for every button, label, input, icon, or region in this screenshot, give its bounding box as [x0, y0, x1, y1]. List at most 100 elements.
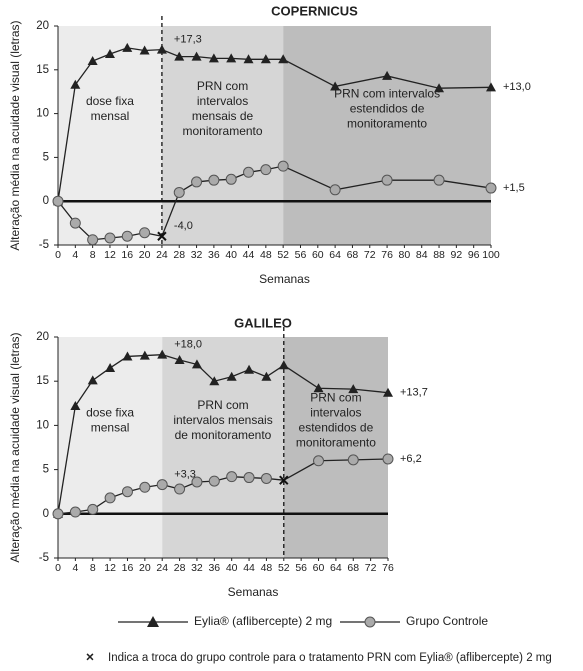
phase-label: intervalos mensais [173, 413, 272, 427]
point [139, 481, 151, 493]
x-axis-title: Semanas [228, 585, 279, 599]
phase-label: de monitoramento [175, 428, 272, 442]
point [226, 371, 237, 381]
point [70, 400, 81, 410]
x-tick-label: 16 [121, 249, 133, 261]
point [52, 508, 64, 520]
legend-marker [147, 616, 159, 627]
x-tick-label: 60 [313, 562, 325, 574]
phase-label: PRN com [197, 398, 248, 412]
phase-region [162, 337, 284, 558]
x-tick-label: 80 [399, 249, 411, 261]
footnote-symbol: × [86, 649, 94, 665]
x-tick-label: 56 [295, 249, 307, 261]
point [260, 472, 272, 484]
annotation: -4,0 [174, 220, 193, 232]
point [174, 483, 186, 495]
phase-region [283, 26, 491, 245]
point [191, 359, 202, 369]
point [260, 164, 272, 176]
point [225, 173, 237, 185]
y-tick-label: 20 [36, 331, 49, 343]
x-tick-label: 84 [416, 249, 428, 261]
x-tick-label: 20 [139, 249, 151, 261]
x-tick-label: 8 [90, 562, 96, 574]
x-tick-label: 68 [347, 249, 359, 261]
point [139, 45, 150, 55]
y-tick-label: 5 [43, 464, 49, 476]
point [382, 453, 394, 465]
x-tick-label: 24 [156, 249, 168, 261]
point [348, 384, 359, 394]
phase-label: monitoramento [183, 124, 263, 138]
legend: Eylia® (aflibercepte) 2 mg Grupo Control… [118, 614, 488, 628]
x-tick-label: 88 [433, 249, 445, 261]
y-tick-label: 0 [43, 195, 49, 207]
x-tick-label: 24 [156, 562, 168, 574]
point [208, 53, 219, 63]
x-tick-label: 56 [295, 562, 307, 574]
switch-marker [157, 231, 167, 241]
x-tick-label: 72 [365, 562, 377, 574]
point [243, 54, 254, 64]
point [434, 83, 445, 93]
point [104, 49, 115, 59]
legend-label: Grupo Controle [406, 614, 488, 628]
phase-label: dose fixa [86, 406, 134, 420]
x-tick-label: 32 [191, 562, 203, 574]
point [87, 375, 98, 385]
point [122, 42, 133, 52]
annotation: +1,5 [503, 182, 525, 194]
x-tick-label: 60 [312, 249, 324, 261]
y-tick-label: 15 [36, 375, 49, 387]
point [87, 234, 99, 246]
point [173, 186, 185, 198]
point [69, 506, 81, 518]
point [139, 227, 151, 239]
x-tick-label: 92 [451, 249, 463, 261]
x-tick-label: 0 [55, 249, 61, 261]
x-tick-label: 8 [90, 249, 96, 261]
point [226, 471, 238, 483]
x-tick-label: 36 [208, 562, 220, 574]
annotation: +6,2 [400, 453, 422, 465]
x-tick-label: 4 [72, 249, 78, 261]
point [261, 371, 272, 381]
point [122, 351, 133, 361]
point [87, 503, 99, 515]
x-tick-label: 52 [277, 249, 289, 261]
x-tick-label: 48 [260, 249, 272, 261]
legend-label: Eylia® (aflibercepte) 2 mg [194, 614, 332, 628]
annotation: +3,3 [174, 469, 196, 481]
y-axis-title: Alteração média na acuidade visual (letr… [8, 332, 22, 562]
switch-marker [279, 475, 289, 485]
point [277, 160, 289, 172]
phase-label: intervalos [310, 406, 361, 420]
x-tick-label: 36 [208, 249, 220, 261]
point [156, 44, 167, 54]
phase-label: monitoramento [296, 436, 376, 450]
x-tick-label: 12 [104, 249, 116, 261]
point [243, 166, 255, 178]
phase-label: mensal [91, 421, 130, 435]
phase-region [283, 337, 388, 558]
x-tick-label: 16 [122, 562, 134, 574]
phase-label: dose fixa [86, 94, 134, 108]
point [347, 454, 359, 466]
chart-title: COPERNICUS [271, 3, 358, 18]
phase-label: mensais de [192, 109, 254, 123]
x-tick-label: 40 [226, 562, 238, 574]
point [383, 387, 393, 397]
phase-label: estendidos de [350, 101, 425, 115]
point [87, 56, 98, 66]
y-tick-label: 10 [36, 419, 49, 431]
y-tick-label: 15 [36, 64, 49, 76]
point [174, 354, 185, 364]
x-tick-label: 100 [482, 249, 500, 261]
footnote-text: Indica a troca do grupo controle para o … [108, 652, 552, 664]
point [121, 230, 133, 242]
x-tick-label: 28 [174, 562, 186, 574]
point [244, 364, 255, 374]
point [382, 70, 393, 80]
